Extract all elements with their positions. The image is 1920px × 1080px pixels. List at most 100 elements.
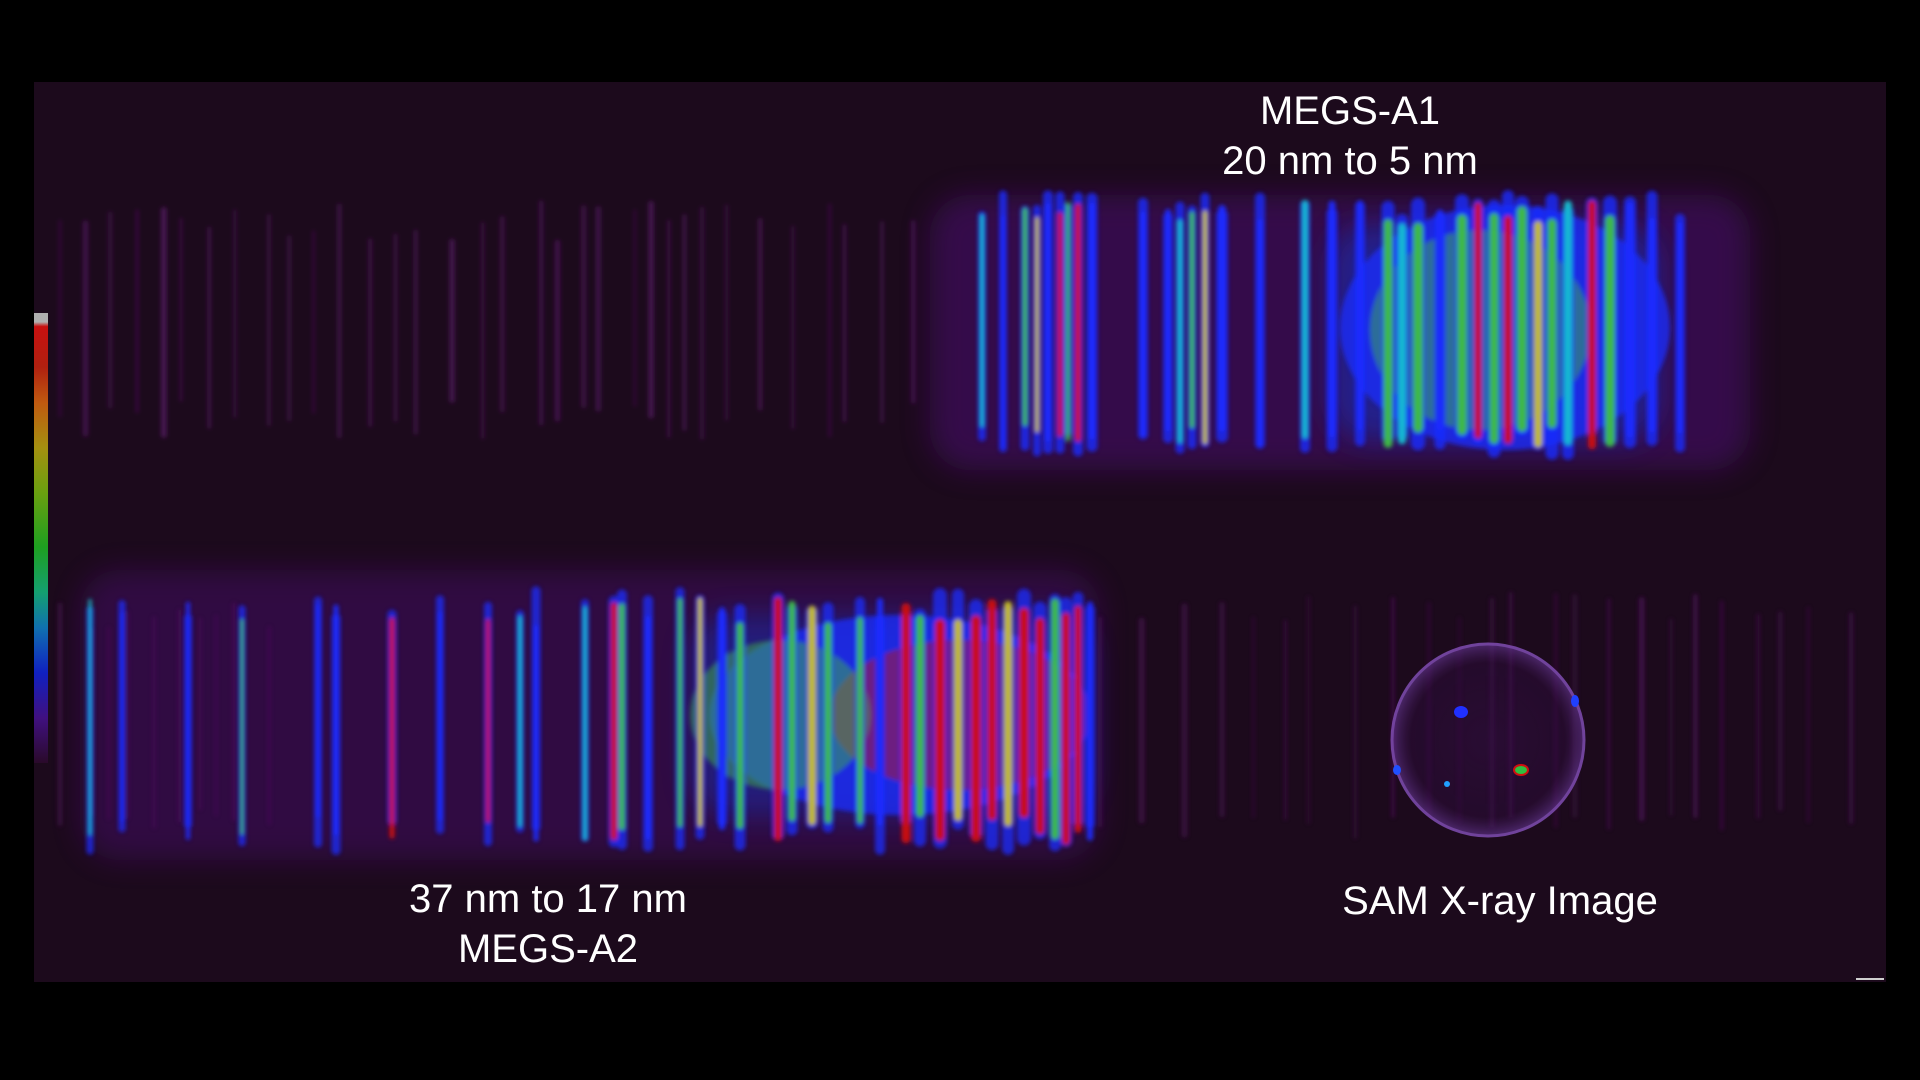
faint-line (682, 214, 687, 431)
a1-line (1517, 206, 1527, 432)
a2-line (719, 607, 725, 830)
a2-line (120, 612, 124, 822)
faint-line (1720, 600, 1724, 831)
a1-line (1489, 212, 1499, 445)
faint-line (724, 204, 729, 421)
a1-line (1588, 200, 1596, 450)
a2-line (788, 600, 796, 822)
a1-line (1165, 208, 1171, 432)
faint-line (633, 209, 637, 407)
faint-line (880, 221, 884, 424)
a1-line (980, 214, 984, 428)
faint-line (538, 200, 544, 426)
a2-line (774, 596, 782, 842)
a1-line (1001, 215, 1005, 449)
faint-line (1391, 596, 1395, 818)
faint-line (107, 626, 111, 820)
a2-line (1051, 598, 1059, 840)
sam-solar-disk (1390, 642, 1586, 838)
a1-line (1357, 200, 1363, 431)
a2-line (186, 601, 190, 840)
a1-line (1140, 211, 1146, 438)
faint-line (1807, 606, 1810, 823)
a2-line (857, 616, 863, 824)
a1-line (1328, 200, 1336, 438)
a2-line (389, 617, 395, 839)
a1-line (1547, 218, 1557, 429)
a1-line (1626, 202, 1634, 438)
a1-line (1648, 217, 1656, 433)
a1-line (1066, 202, 1070, 442)
faint-line (1306, 596, 1311, 825)
faint-line (368, 238, 373, 428)
a1-line (1088, 202, 1096, 440)
faint-line (1849, 612, 1854, 825)
faint-line (152, 616, 156, 829)
faint-line (107, 211, 113, 409)
a2-line (1074, 605, 1082, 833)
a1-line (1383, 219, 1393, 448)
faint-line (393, 233, 398, 422)
faint-line (791, 225, 795, 430)
a1-line (1413, 222, 1423, 433)
faint-line (267, 214, 271, 426)
a2-line (935, 618, 945, 841)
faint-line (179, 217, 183, 402)
a1-line (1189, 211, 1195, 429)
faint-line (1098, 616, 1102, 828)
megs-a1-name: MEGS-A1 (1259, 89, 1441, 133)
faint-line (207, 226, 211, 429)
faint-line (1778, 611, 1783, 812)
faint-line (699, 206, 705, 440)
faint-line (58, 219, 62, 418)
a1-line (1605, 215, 1615, 448)
faint-line (232, 602, 236, 821)
faint-line (414, 229, 418, 435)
faint-line (1284, 619, 1287, 821)
a1-line (1564, 200, 1572, 446)
a1-line (1075, 203, 1081, 442)
faint-line (595, 206, 601, 412)
a2-line (901, 602, 911, 844)
faint-line (648, 200, 654, 419)
faint-line (499, 215, 505, 413)
faint-line (580, 205, 587, 409)
faint-line (268, 626, 271, 825)
faint-line (312, 230, 315, 414)
a2-line (677, 597, 683, 828)
sam-label: SAM X-ray Image (1280, 876, 1720, 926)
a2-line (736, 622, 744, 830)
faint-line (1669, 618, 1673, 816)
a2-line (486, 619, 490, 823)
a2-line (987, 599, 997, 821)
megs-a1-range: 20 nm to 5 nm (1222, 139, 1478, 183)
a2-line (1019, 607, 1029, 818)
a2-line (619, 603, 625, 831)
faint-line (215, 614, 218, 817)
faint-line (910, 219, 916, 404)
a1-line (1677, 222, 1683, 434)
faint-line (1181, 603, 1188, 838)
a2-line (438, 611, 442, 821)
a1-line (1202, 210, 1208, 445)
faint-line (1607, 598, 1611, 830)
faint-line (1138, 617, 1145, 824)
faint-line (58, 602, 62, 826)
a2-line (971, 615, 981, 843)
a1-line (1022, 207, 1028, 427)
a1-line (1218, 205, 1226, 432)
a2-line (1004, 601, 1012, 827)
faint-line (449, 238, 455, 403)
faint-line (135, 209, 139, 414)
a2-line (645, 615, 651, 840)
faint-line (177, 609, 182, 823)
faint-line (1353, 605, 1358, 839)
faint-line (1219, 601, 1225, 818)
faint-line (481, 222, 485, 440)
faint-line (758, 218, 762, 411)
megs-a1-faint-lines (58, 200, 916, 440)
sam-image-title: SAM X-ray Image (1342, 879, 1658, 923)
a2-line (1087, 601, 1093, 841)
a1-line (1534, 221, 1542, 448)
